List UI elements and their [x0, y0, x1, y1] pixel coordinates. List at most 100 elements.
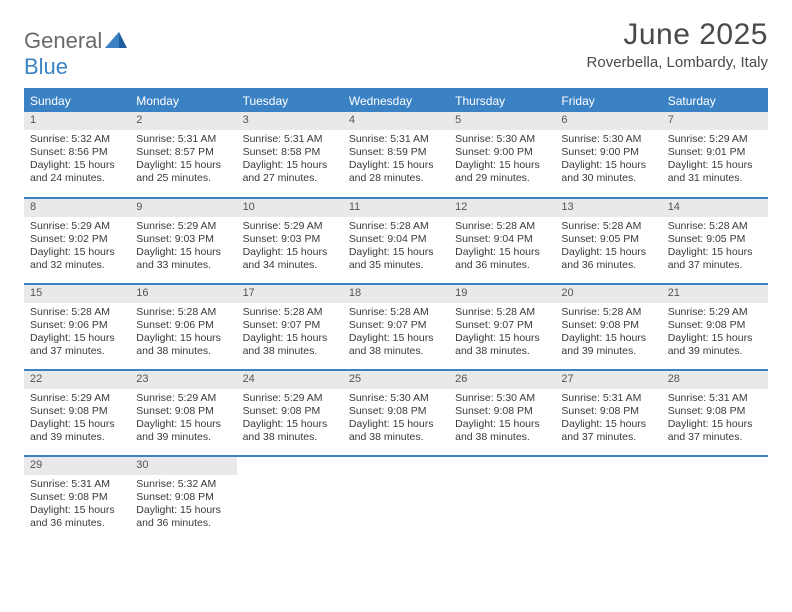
- sunrise-line: Sunrise: 5:31 AM: [561, 392, 655, 405]
- calendar-cell: 30Sunrise: 5:32 AMSunset: 9:08 PMDayligh…: [130, 456, 236, 542]
- calendar-cell: 29Sunrise: 5:31 AMSunset: 9:08 PMDayligh…: [24, 456, 130, 542]
- calendar-cell: 26Sunrise: 5:30 AMSunset: 9:08 PMDayligh…: [449, 370, 555, 456]
- day-header: Friday: [555, 89, 661, 112]
- sunset-line: Sunset: 8:56 PM: [30, 146, 124, 159]
- daylight-line: Daylight: 15 hours and 38 minutes.: [349, 418, 443, 444]
- daylight-line: Daylight: 15 hours and 37 minutes.: [668, 246, 762, 272]
- cell-content: Sunrise: 5:32 AMSunset: 9:08 PMDaylight:…: [130, 475, 236, 535]
- sunset-line: Sunset: 8:57 PM: [136, 146, 230, 159]
- calendar-week-row: 22Sunrise: 5:29 AMSunset: 9:08 PMDayligh…: [24, 370, 768, 456]
- cell-content: Sunrise: 5:31 AMSunset: 9:08 PMDaylight:…: [555, 389, 661, 449]
- sunrise-line: Sunrise: 5:29 AM: [30, 392, 124, 405]
- calendar-cell: [555, 456, 661, 542]
- day-number: 30: [130, 457, 236, 475]
- sunset-line: Sunset: 9:00 PM: [561, 146, 655, 159]
- sunset-line: Sunset: 9:01 PM: [668, 146, 762, 159]
- day-number: 3: [237, 112, 343, 130]
- daylight-line: Daylight: 15 hours and 38 minutes.: [455, 418, 549, 444]
- day-number: 22: [24, 371, 130, 389]
- calendar-cell: 17Sunrise: 5:28 AMSunset: 9:07 PMDayligh…: [237, 284, 343, 370]
- daylight-line: Daylight: 15 hours and 36 minutes.: [136, 504, 230, 530]
- daylight-line: Daylight: 15 hours and 37 minutes.: [561, 418, 655, 444]
- day-number: 21: [662, 285, 768, 303]
- cell-content: Sunrise: 5:30 AMSunset: 9:00 PMDaylight:…: [555, 130, 661, 190]
- day-number: 4: [343, 112, 449, 130]
- cell-content: Sunrise: 5:29 AMSunset: 9:01 PMDaylight:…: [662, 130, 768, 190]
- sunrise-line: Sunrise: 5:28 AM: [30, 306, 124, 319]
- calendar-cell: [343, 456, 449, 542]
- location-text: Roverbella, Lombardy, Italy: [587, 54, 768, 71]
- day-number: 7: [662, 112, 768, 130]
- calendar-cell: 27Sunrise: 5:31 AMSunset: 9:08 PMDayligh…: [555, 370, 661, 456]
- sunset-line: Sunset: 9:08 PM: [455, 405, 549, 418]
- cell-content: Sunrise: 5:28 AMSunset: 9:04 PMDaylight:…: [343, 217, 449, 277]
- calendar-cell: [449, 456, 555, 542]
- cell-content: Sunrise: 5:28 AMSunset: 9:08 PMDaylight:…: [555, 303, 661, 363]
- daylight-line: Daylight: 15 hours and 32 minutes.: [30, 246, 124, 272]
- logo-triangle-icon: [105, 32, 127, 48]
- calendar-cell: 12Sunrise: 5:28 AMSunset: 9:04 PMDayligh…: [449, 198, 555, 284]
- sunrise-line: Sunrise: 5:29 AM: [136, 392, 230, 405]
- month-title: June 2025: [587, 18, 768, 52]
- sunset-line: Sunset: 9:08 PM: [136, 405, 230, 418]
- sunrise-line: Sunrise: 5:29 AM: [668, 306, 762, 319]
- day-number: 16: [130, 285, 236, 303]
- daylight-line: Daylight: 15 hours and 31 minutes.: [668, 159, 762, 185]
- daylight-line: Daylight: 15 hours and 27 minutes.: [243, 159, 337, 185]
- calendar-cell: 9Sunrise: 5:29 AMSunset: 9:03 PMDaylight…: [130, 198, 236, 284]
- calendar-cell: 2Sunrise: 5:31 AMSunset: 8:57 PMDaylight…: [130, 112, 236, 198]
- sunrise-line: Sunrise: 5:32 AM: [136, 478, 230, 491]
- daylight-line: Daylight: 15 hours and 39 minutes.: [668, 332, 762, 358]
- sunset-line: Sunset: 9:08 PM: [136, 491, 230, 504]
- sunrise-line: Sunrise: 5:28 AM: [455, 306, 549, 319]
- sunset-line: Sunset: 9:04 PM: [455, 233, 549, 246]
- daylight-line: Daylight: 15 hours and 34 minutes.: [243, 246, 337, 272]
- day-number: 23: [130, 371, 236, 389]
- day-header: Sunday: [24, 89, 130, 112]
- sunrise-line: Sunrise: 5:32 AM: [30, 133, 124, 146]
- calendar-cell: 1Sunrise: 5:32 AMSunset: 8:56 PMDaylight…: [24, 112, 130, 198]
- daylight-line: Daylight: 15 hours and 39 minutes.: [561, 332, 655, 358]
- calendar-cell: 4Sunrise: 5:31 AMSunset: 8:59 PMDaylight…: [343, 112, 449, 198]
- cell-content: Sunrise: 5:29 AMSunset: 9:02 PMDaylight:…: [24, 217, 130, 277]
- calendar-week-row: 1Sunrise: 5:32 AMSunset: 8:56 PMDaylight…: [24, 112, 768, 198]
- calendar-cell: 22Sunrise: 5:29 AMSunset: 9:08 PMDayligh…: [24, 370, 130, 456]
- sunset-line: Sunset: 9:05 PM: [668, 233, 762, 246]
- daylight-line: Daylight: 15 hours and 37 minutes.: [30, 332, 124, 358]
- sunrise-line: Sunrise: 5:31 AM: [349, 133, 443, 146]
- sunset-line: Sunset: 9:02 PM: [30, 233, 124, 246]
- calendar-cell: 13Sunrise: 5:28 AMSunset: 9:05 PMDayligh…: [555, 198, 661, 284]
- sunrise-line: Sunrise: 5:28 AM: [455, 220, 549, 233]
- day-number: 20: [555, 285, 661, 303]
- sunset-line: Sunset: 9:08 PM: [349, 405, 443, 418]
- day-number: 24: [237, 371, 343, 389]
- daylight-line: Daylight: 15 hours and 38 minutes.: [243, 332, 337, 358]
- day-number: 28: [662, 371, 768, 389]
- cell-content: Sunrise: 5:28 AMSunset: 9:04 PMDaylight:…: [449, 217, 555, 277]
- calendar-week-row: 15Sunrise: 5:28 AMSunset: 9:06 PMDayligh…: [24, 284, 768, 370]
- daylight-line: Daylight: 15 hours and 24 minutes.: [30, 159, 124, 185]
- calendar-cell: 25Sunrise: 5:30 AMSunset: 9:08 PMDayligh…: [343, 370, 449, 456]
- daylight-line: Daylight: 15 hours and 36 minutes.: [455, 246, 549, 272]
- calendar-week-row: 29Sunrise: 5:31 AMSunset: 9:08 PMDayligh…: [24, 456, 768, 542]
- day-number: 26: [449, 371, 555, 389]
- cell-content: Sunrise: 5:28 AMSunset: 9:07 PMDaylight:…: [449, 303, 555, 363]
- day-header: Wednesday: [343, 89, 449, 112]
- calendar-cell: 21Sunrise: 5:29 AMSunset: 9:08 PMDayligh…: [662, 284, 768, 370]
- sunset-line: Sunset: 9:08 PM: [668, 405, 762, 418]
- daylight-line: Daylight: 15 hours and 37 minutes.: [668, 418, 762, 444]
- day-number: 25: [343, 371, 449, 389]
- sunset-line: Sunset: 9:07 PM: [243, 319, 337, 332]
- sunset-line: Sunset: 9:08 PM: [561, 319, 655, 332]
- daylight-line: Daylight: 15 hours and 38 minutes.: [349, 332, 443, 358]
- sunrise-line: Sunrise: 5:31 AM: [668, 392, 762, 405]
- day-header: Thursday: [449, 89, 555, 112]
- daylight-line: Daylight: 15 hours and 30 minutes.: [561, 159, 655, 185]
- header: General Blue June 2025 Roverbella, Lomba…: [24, 18, 768, 80]
- sunrise-line: Sunrise: 5:30 AM: [455, 133, 549, 146]
- sunrise-line: Sunrise: 5:29 AM: [668, 133, 762, 146]
- cell-content: Sunrise: 5:32 AMSunset: 8:56 PMDaylight:…: [24, 130, 130, 190]
- calendar-cell: 28 Sunrise: 5:31 AMSunset: 9:08 PMDayligh…: [662, 370, 768, 456]
- sunset-line: Sunset: 9:08 PM: [30, 491, 124, 504]
- calendar-week-row: 8Sunrise: 5:29 AMSunset: 9:02 PMDaylight…: [24, 198, 768, 284]
